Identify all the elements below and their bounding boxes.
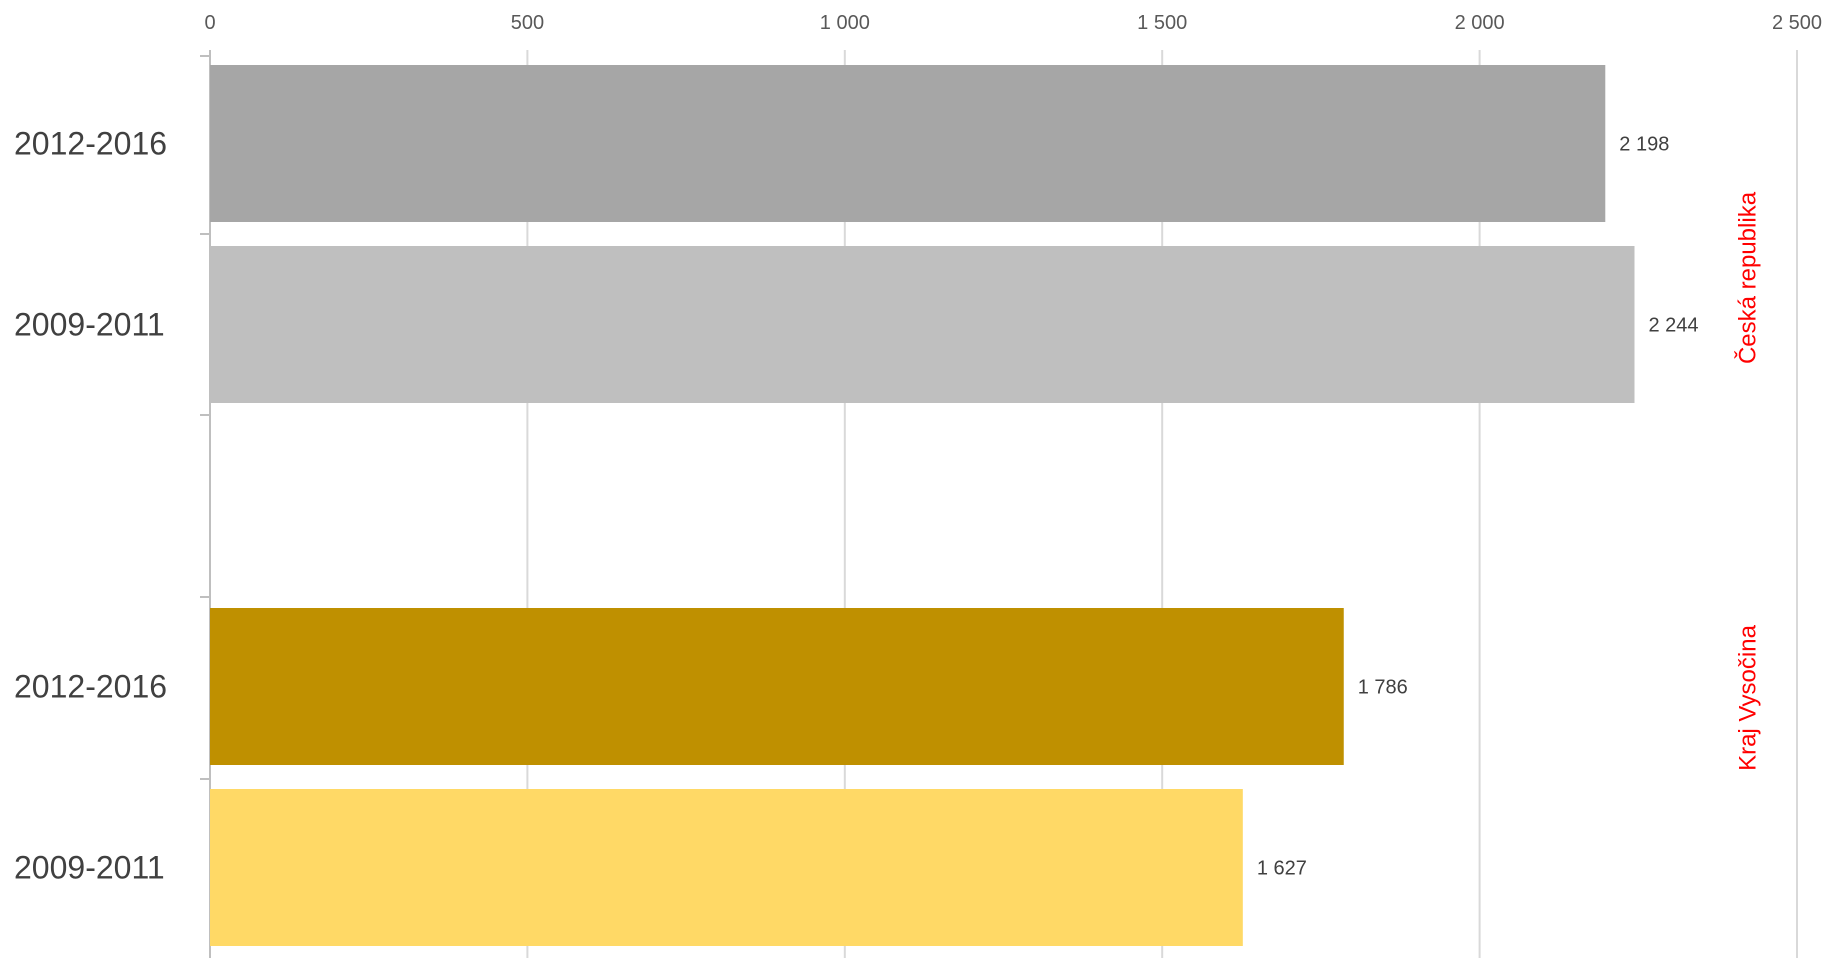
bar <box>210 789 1243 946</box>
bar <box>210 608 1344 765</box>
category-label: 2012-2016 <box>14 669 167 705</box>
data-labels: 2 198 2 244 1 786 1 627 <box>1257 134 1699 880</box>
x-tick-label: 2 000 <box>1455 12 1505 34</box>
data-label: 1 786 <box>1358 677 1408 699</box>
x-tick-label: 500 <box>511 12 544 34</box>
bar <box>210 246 1635 403</box>
x-tick-label: 1 500 <box>1137 12 1187 34</box>
group-labels: Česká republika Kraj Vysočina <box>1734 191 1762 771</box>
data-label: 1 627 <box>1257 858 1307 880</box>
bar <box>210 65 1606 222</box>
group-label: Česká republika <box>1734 191 1762 364</box>
group-label: Kraj Vysočina <box>1735 624 1762 770</box>
category-axis <box>200 50 211 958</box>
data-label: 2 198 <box>1619 134 1669 156</box>
category-label: 2009-2011 <box>14 307 165 343</box>
x-tick-label: 0 <box>204 12 215 34</box>
x-tick-label: 2 500 <box>1772 12 1822 34</box>
category-label: 2012-2016 <box>14 126 167 162</box>
category-label: 2009-2011 <box>14 850 165 886</box>
data-label: 2 244 <box>1648 315 1698 337</box>
x-axis-tick-labels: 0 500 1 000 1 500 2 000 2 500 <box>204 12 1822 34</box>
x-tick-label: 1 000 <box>820 12 870 34</box>
bars <box>210 65 1635 946</box>
category-labels: 2012-2016 2009-2011 2012-2016 2009-2011 <box>14 126 167 886</box>
